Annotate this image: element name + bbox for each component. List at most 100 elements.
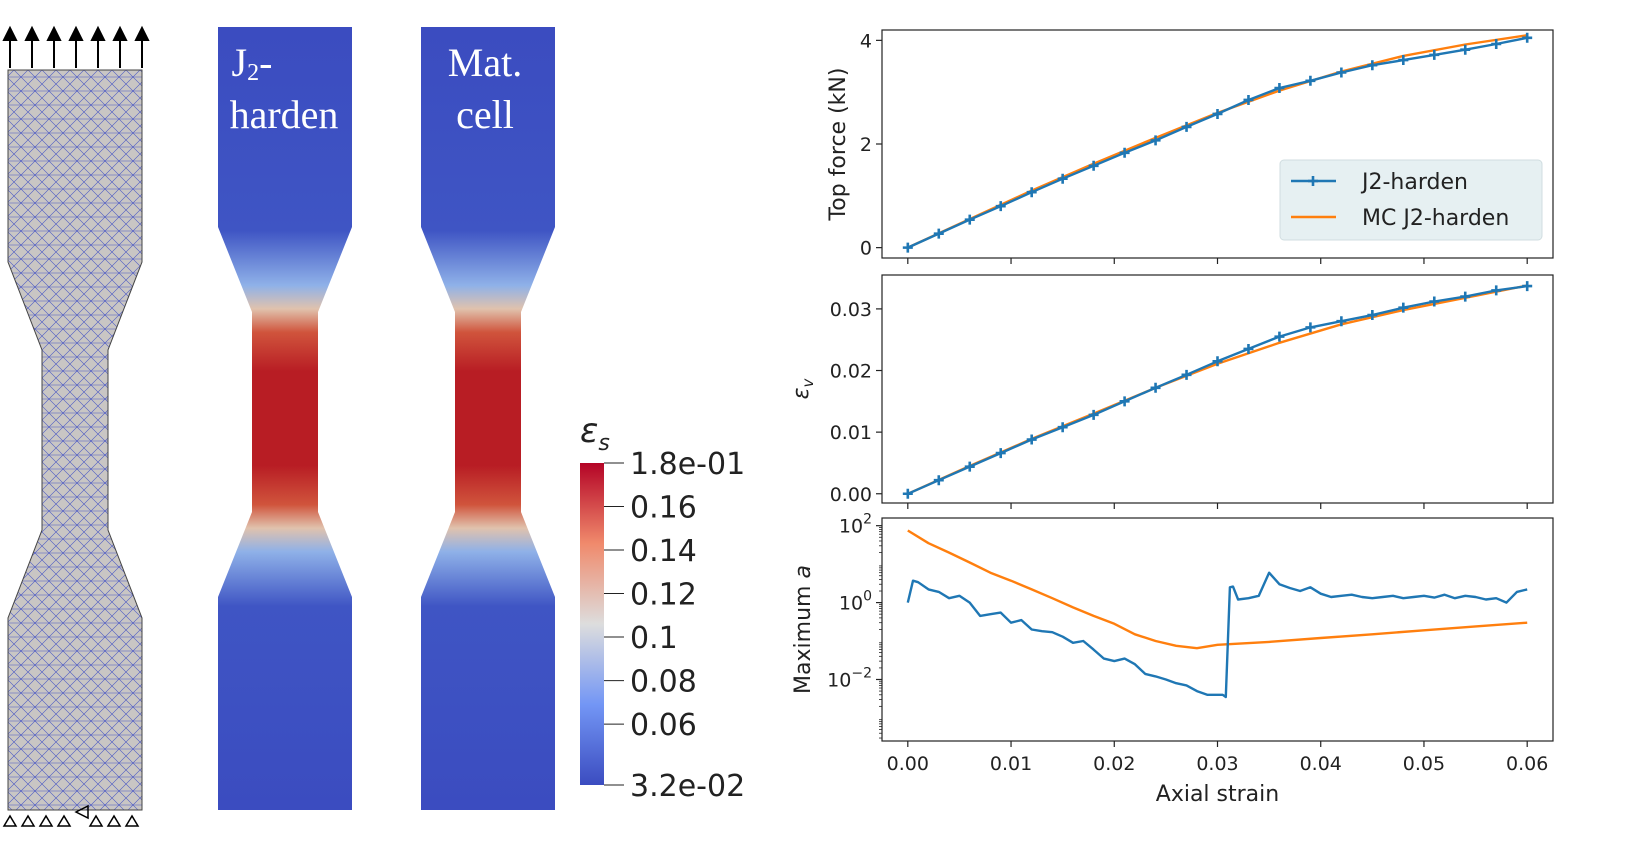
maxa-xtick-label: 0.02 <box>1093 753 1135 775</box>
colorbar-tick-label: 0.16 <box>630 491 697 526</box>
force-point-j2-harden <box>1243 94 1254 105</box>
force-point-j2-harden <box>1305 75 1316 86</box>
force-point-j2-harden <box>1336 67 1347 78</box>
colorbar-tick-label: 0.08 <box>630 665 697 700</box>
force-point-j2-harden <box>1119 147 1130 158</box>
force-point-j2-harden <box>1212 108 1223 119</box>
mesh-specimen <box>2 25 150 827</box>
volstrain-frame <box>881 274 1554 504</box>
force-point-j2-harden <box>1150 135 1161 146</box>
maxa-ytick-label: 100 <box>839 589 872 615</box>
colorbar-tick-label: 0.1 <box>630 621 678 656</box>
colorbar-title: εs <box>580 411 610 456</box>
specimen-matcell-label-line1: Mat. <box>448 40 522 85</box>
force-point-j2-harden <box>1181 121 1192 132</box>
legend: J2-harden MC J2-harden <box>1279 159 1543 241</box>
maxa-ytick-label: 102 <box>839 512 872 538</box>
force-point-j2-harden <box>1398 55 1409 66</box>
colorbar-tick-label: 0.12 <box>630 578 697 613</box>
legend-label-j2-harden: J2-harden <box>1360 170 1468 195</box>
specimen-j2-label-line1: J2- <box>232 40 273 86</box>
volstrain-point-j2-harden <box>1150 382 1161 393</box>
force-ylabel: Top force (kN) <box>826 68 851 222</box>
colorbar-gradient <box>580 463 604 785</box>
volstrain-point-j2-harden <box>1367 310 1378 321</box>
force-point-j2-harden <box>902 242 913 253</box>
volstrain-point-j2-harden <box>1305 322 1316 333</box>
volstrain-point-j2-harden <box>1274 331 1285 342</box>
colorbar-tick-label: 0.14 <box>630 534 697 569</box>
volstrain-point-j2-harden <box>1398 302 1409 313</box>
force-point-j2-harden <box>1088 160 1099 171</box>
maxa-ytick-label: 10−2 <box>827 665 872 691</box>
volstrain-point-j2-harden <box>964 461 975 472</box>
maxa-series-j2-harden <box>906 571 1528 699</box>
specimen-j2-body <box>218 27 352 810</box>
legend-marker-j2-harden <box>1308 176 1318 186</box>
chart-maxa: 0.00 0.01 0.02 0.03 0.04 0.05 0.06 102 100 10−2 Ma… <box>791 512 1554 807</box>
chart-volstrain: 0.00 0.01 0.02 0.03 εv <box>789 274 1554 509</box>
specimen-j2-harden: J2- harden <box>218 27 352 810</box>
force-point-j2-harden <box>995 201 1006 212</box>
specimen-matcell-label-line2: cell <box>456 92 514 137</box>
force-ytick-label: 4 <box>860 30 872 52</box>
force-point-j2-harden <box>1429 49 1440 60</box>
volstrain-ytick-label: 0.03 <box>830 299 872 321</box>
volstrain-point-j2-harden <box>1429 296 1440 307</box>
force-point-j2-harden <box>933 228 944 239</box>
volstrain-point-j2-harden <box>995 448 1006 459</box>
volstrain-point-j2-harden <box>1336 316 1347 327</box>
maxa-ylabel: Maximum a <box>791 565 816 694</box>
specimen-mat-cell: Mat. cell <box>421 27 555 810</box>
force-point-j2-harden <box>1057 173 1068 184</box>
specimen-j2-label-line2: harden <box>230 92 339 137</box>
maxa-xlabel: Axial strain <box>1156 782 1279 807</box>
volstrain-point-j2-harden <box>1181 369 1192 380</box>
volstrain-ytick-label: 0.01 <box>830 422 872 444</box>
maxa-xtick-label: 0.05 <box>1403 753 1445 775</box>
legend-box <box>1279 159 1543 241</box>
force-ytick-label: 0 <box>860 238 872 260</box>
maxa-xtick-label: 0.03 <box>1196 753 1238 775</box>
volstrain-point-j2-harden <box>1243 343 1254 354</box>
force-point-j2-harden <box>1460 44 1471 55</box>
force-point-j2-harden <box>1274 83 1285 94</box>
force-ytick-label: 2 <box>860 134 872 156</box>
volstrain-point-j2-harden <box>1460 291 1471 302</box>
maxa-xtick-label: 0.06 <box>1506 753 1548 775</box>
colorbar-tick-label: 3.2e-02 <box>630 769 745 804</box>
force-point-j2-harden <box>1522 32 1533 43</box>
volstrain-point-j2-harden <box>1119 396 1130 407</box>
volstrain-point-j2-harden <box>902 488 913 499</box>
mesh-body <box>7 69 143 811</box>
maxa-series-mc-j2-harden <box>907 529 1528 650</box>
maxa-xtick-label: 0.04 <box>1300 753 1342 775</box>
maxa-xtick-label: 0.00 <box>887 753 929 775</box>
volstrain-series-j2-harden <box>907 284 1528 495</box>
support-triangles <box>2 804 140 827</box>
maxa-xtick-label: 0.01 <box>990 753 1032 775</box>
maxa-frame <box>881 517 1554 742</box>
volstrain-ylabel: εv <box>789 377 817 399</box>
volstrain-point-j2-harden <box>1491 285 1502 296</box>
volstrain-point-j2-harden <box>1522 281 1533 292</box>
volstrain-ytick-label: 0.00 <box>830 484 872 506</box>
force-point-j2-harden <box>1367 60 1378 71</box>
colorbar: εs 1.8e-01 0.16 0.14 0.12 0.1 0.08 0.06 3.2e-02 <box>580 411 745 804</box>
volstrain-ytick-label: 0.02 <box>830 361 872 383</box>
volstrain-point-j2-harden <box>933 475 944 486</box>
legend-label-mc-j2-harden: MC J2-harden <box>1362 206 1509 231</box>
volstrain-point-j2-harden <box>1212 356 1223 367</box>
colorbar-tick-label: 1.8e-01 <box>630 447 745 482</box>
volstrain-series-mc-j2-harden <box>907 284 1528 495</box>
colorbar-ticks: 1.8e-01 0.16 0.14 0.12 0.1 0.08 0.06 3.2e-02 <box>604 447 745 804</box>
chart-force: 0 2 4 Top force (kN) J2-harden MC J2-harden <box>826 29 1554 264</box>
force-point-j2-harden <box>1491 38 1502 49</box>
colorbar-tick-label: 0.06 <box>630 708 697 743</box>
volstrain-point-j2-harden <box>1026 434 1037 445</box>
volstrain-point-j2-harden <box>1057 422 1068 433</box>
specimen-matcell-body <box>421 27 555 810</box>
force-point-j2-harden <box>1026 187 1037 198</box>
force-point-j2-harden <box>964 214 975 225</box>
